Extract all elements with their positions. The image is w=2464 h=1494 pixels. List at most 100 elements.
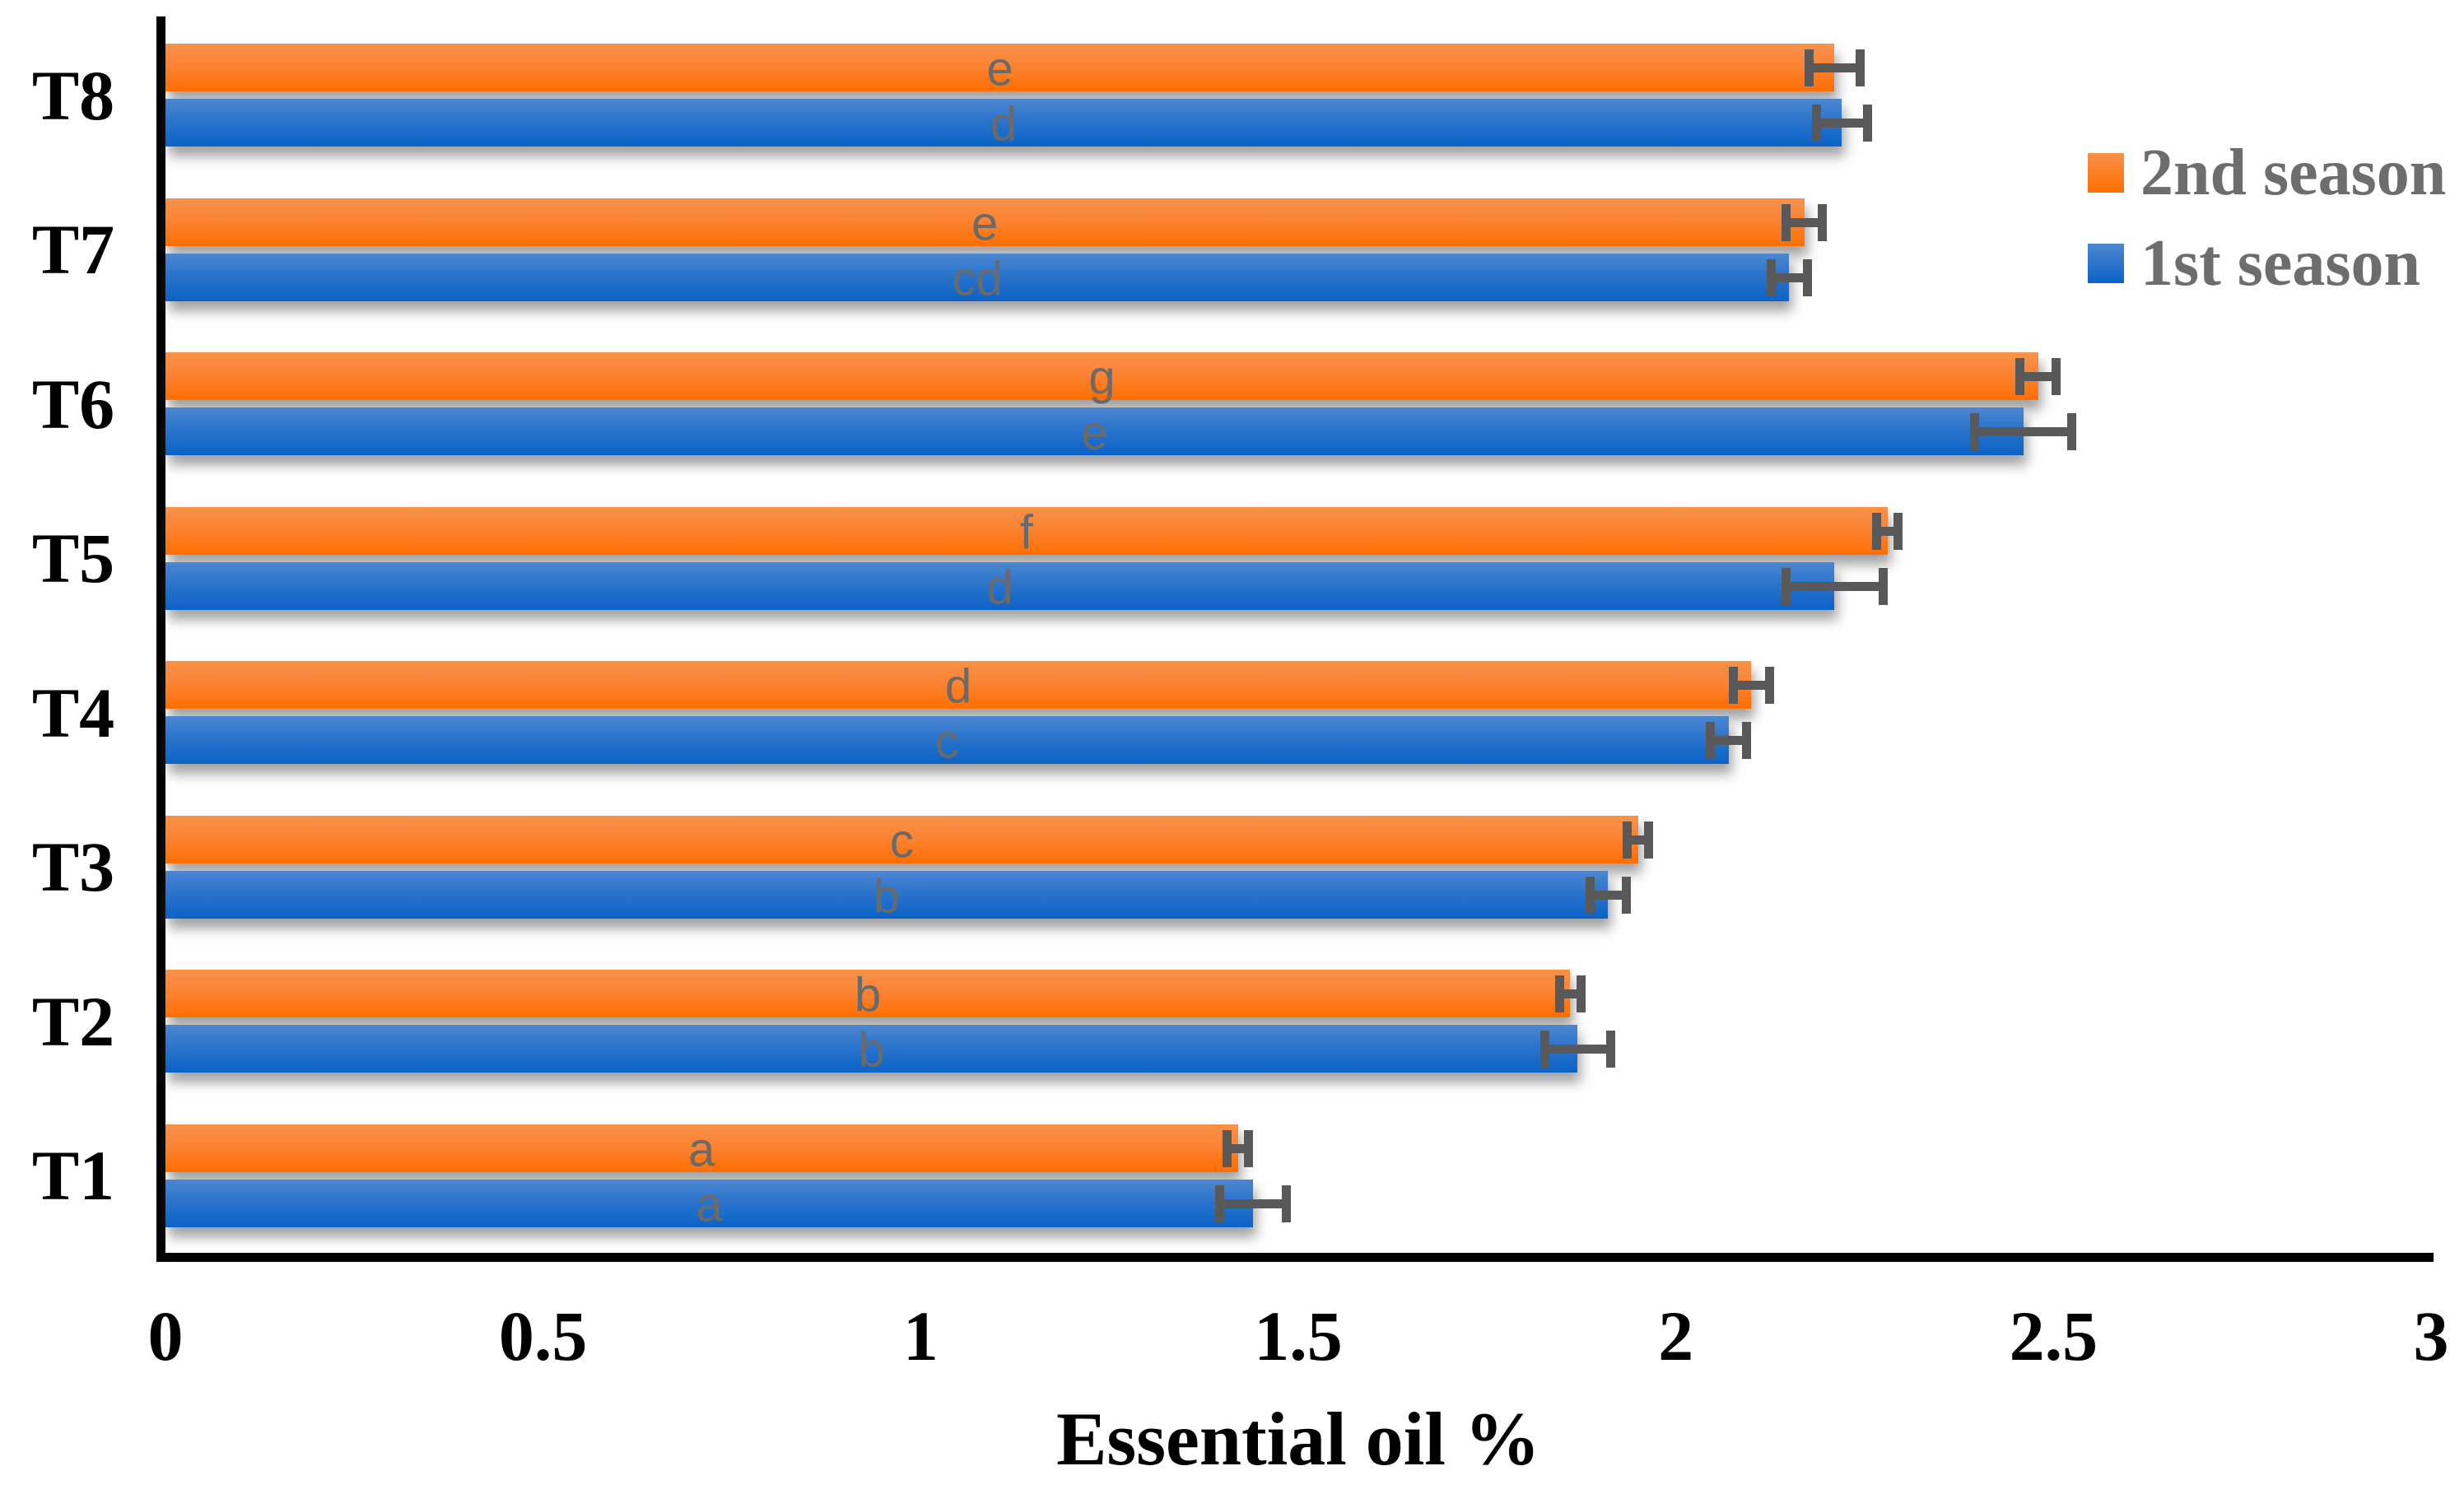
error-bar-right-cap [1621,876,1631,914]
category-label-T6: T6 [31,364,115,444]
bar-1st-season-T5: d [165,560,1835,614]
significance-letter: c [889,813,914,868]
category-label-T1: T1 [31,1136,115,1216]
error-bar-line [1766,272,1812,282]
error-bar-right-cap [1281,1184,1291,1222]
plot-area: e d e cd g e f d d c c b b b a a [165,18,2431,1253]
error-bar-right-cap [1818,203,1828,241]
significance-letter: g [1088,351,1116,405]
error-bar [1215,1184,1291,1222]
significance-letter: c [934,714,959,769]
bar-1st-season-T6: e [165,406,2024,460]
legend-label-1st-season: 1st season [2140,227,2421,300]
category-label-T5: T5 [31,519,115,598]
legend-item-1st-season: 1st season [2088,227,2446,300]
error-bar-right-cap [1243,1129,1253,1167]
x-axis-line [156,1253,2434,1262]
bar-group-T7: e cd [165,173,2431,328]
x-tick-label-2: 2 [1658,1296,1694,1375]
bar-1st-season-T4: c [165,714,1729,769]
error-bar-line [1223,1143,1253,1153]
error-bar-right-cap [1764,667,1774,704]
category-label-T3: T3 [31,827,115,907]
significance-letter: f [1019,505,1033,559]
x-tick-label-0: 0 [147,1296,184,1375]
error-bar-right-cap [1802,258,1812,296]
error-bar-line [1811,119,1873,128]
error-bar [1811,105,1873,142]
error-bar-line [1728,681,1774,690]
significance-letter: d [986,560,1013,614]
bar-2nd-season-T5: f [165,505,1888,559]
error-bar-right-cap [1576,975,1586,1012]
error-bar-line [1804,63,1865,72]
bar-2nd-season-T4: d [165,661,1752,710]
error-bar-right-cap [1855,49,1865,86]
significance-letter: a [688,1122,715,1176]
legend-swatch-1st-season-icon [2088,244,2124,283]
legend-label-2nd-season: 2nd season [2140,137,2447,209]
error-bar [1872,512,1903,550]
category-label-T2: T2 [31,981,115,1061]
bar-1st-season-T8: d [165,97,1842,151]
error-bar [1766,258,1812,296]
error-bar [1728,667,1774,704]
error-bar-right-cap [1606,1031,1616,1068]
error-bar [2015,358,2061,395]
x-tick-label-0.5: 0.5 [498,1296,588,1375]
legend: 2nd season 1st season [2088,137,2447,300]
error-bar-line [1539,1045,1616,1054]
error-bar-right-cap [1742,722,1752,759]
significance-letter: a [696,1177,723,1231]
error-bar-line [1585,890,1631,900]
error-bar [1585,876,1631,914]
category-label-T7: T7 [31,210,115,290]
error-bar [1623,821,1654,859]
error-bar [1782,203,1828,241]
x-axis-title: Essential oil % [1056,1397,1540,1481]
error-bar-line [1782,217,1828,227]
x-tick-label-3: 3 [2413,1296,2449,1375]
category-label-T4: T4 [31,673,115,752]
significance-letter: b [858,1023,885,1077]
error-bar-line [1782,581,1888,591]
bar-2nd-season-T3: c [165,813,1638,868]
significance-letter: e [986,42,1013,96]
error-bar [1970,413,2076,450]
error-bar-right-cap [1644,821,1654,859]
significance-letter: b [854,968,882,1022]
error-bar-right-cap [1893,512,1903,550]
bar-2nd-season-T1: a [165,1122,1238,1176]
category-label-T8: T8 [31,55,115,135]
x-tick-label-1: 1 [902,1296,939,1375]
significance-letter: e [971,196,999,250]
error-bar [1539,1031,1616,1068]
significance-letter: e [1081,406,1108,460]
error-bar-right-cap [2066,413,2076,450]
error-bar-line [1215,1198,1291,1208]
error-bar-right-cap [1878,567,1888,605]
error-bar-right-cap [2052,358,2061,395]
legend-item-2nd-season: 2nd season [2088,137,2447,209]
significance-letter: d [990,97,1018,151]
error-bar [1554,975,1586,1012]
error-bar-line [2015,372,2061,381]
error-bar [1706,722,1752,759]
x-tick-label-1.5: 1.5 [1254,1296,1343,1375]
bar-1st-season-T7: cd [165,251,1790,305]
legend-swatch-2nd-season-icon [2088,153,2124,193]
error-bar-line [1872,526,1903,536]
y-axis-line [156,16,165,1262]
significance-letter: cd [952,251,1003,305]
bar-2nd-season-T8: e [165,42,1835,96]
error-bar-right-cap [1863,105,1873,142]
error-bar [1804,49,1865,86]
bar-1st-season-T2: b [165,1023,1578,1077]
